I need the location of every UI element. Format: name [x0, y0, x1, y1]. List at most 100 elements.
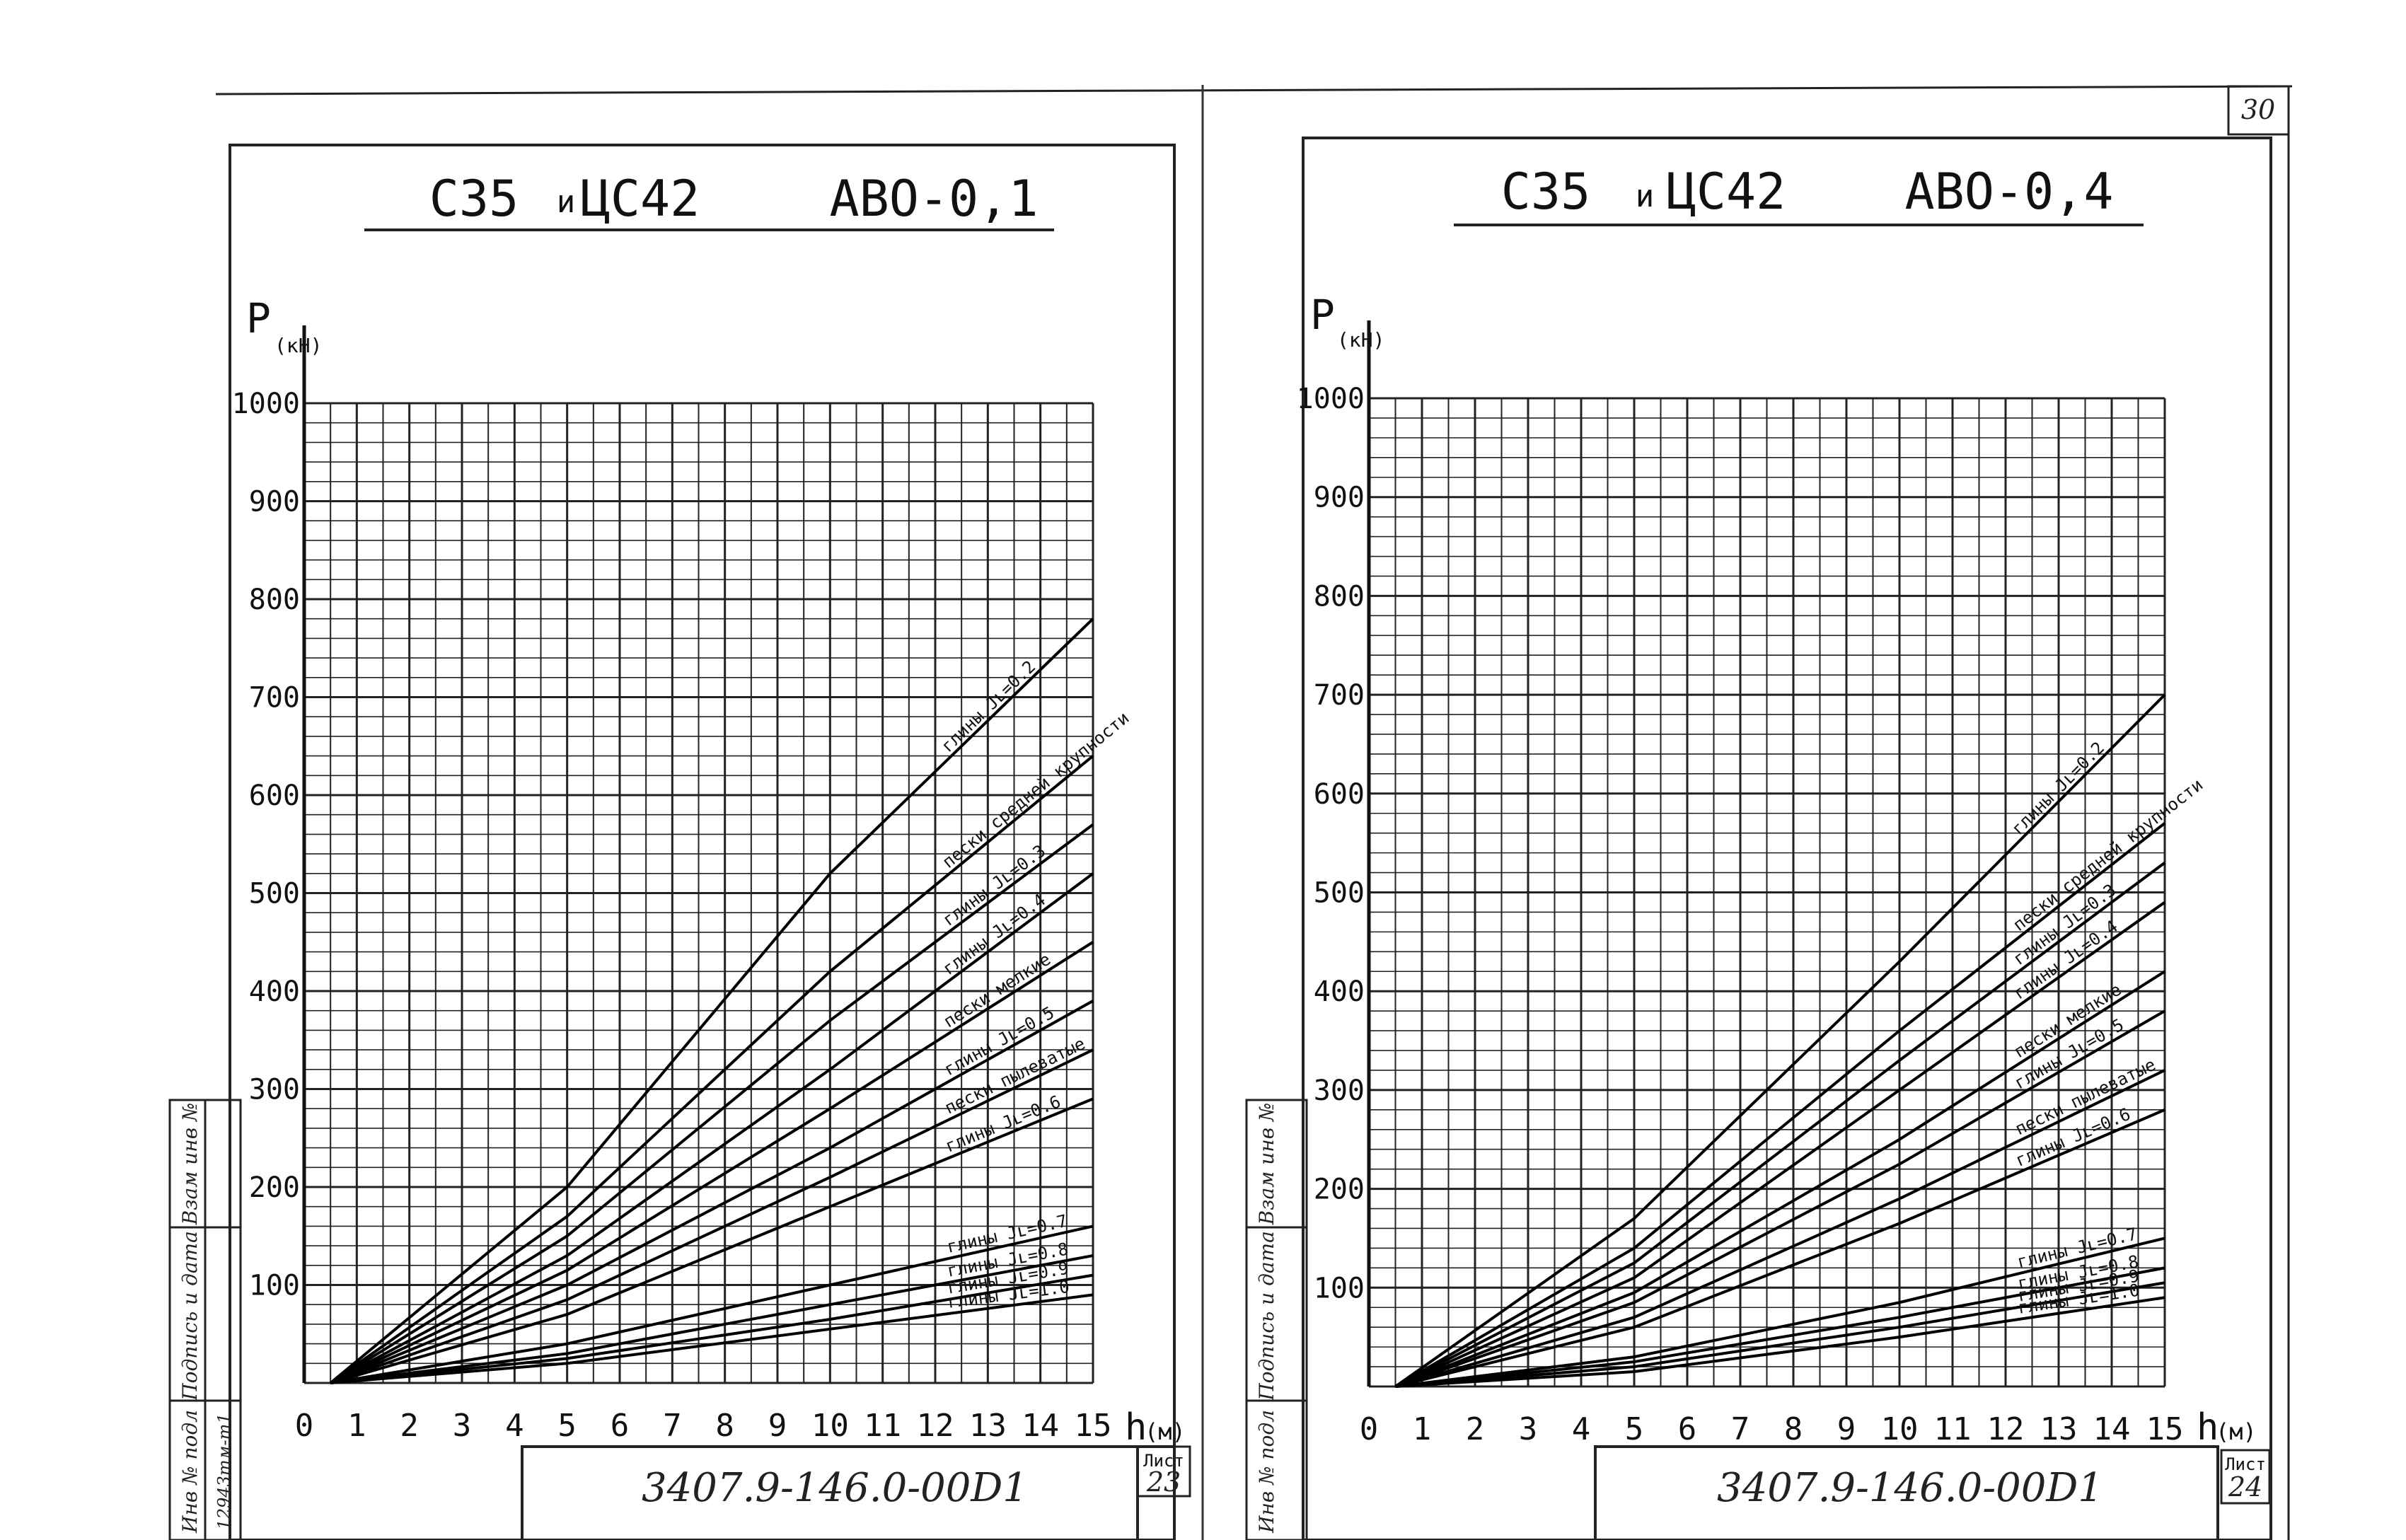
- series-line: [330, 1293, 1094, 1384]
- series-line: [330, 823, 1094, 1384]
- series-line: [330, 1097, 1094, 1384]
- x-tick-label: 14: [2093, 1411, 2131, 1447]
- y-tick-label: 300: [1314, 1075, 1365, 1107]
- left-y-axis-unit: (кН): [274, 334, 322, 357]
- series-line: [1394, 901, 2166, 1388]
- x-tick-label: 11: [864, 1408, 901, 1444]
- series-line: [1394, 1069, 2165, 1388]
- series-line: [330, 1225, 1094, 1384]
- y-tick-label: 600: [249, 780, 300, 812]
- right-stamp: Взам инв № Подпись и дата Инв № подл: [1245, 1099, 1308, 1540]
- left-title-and: и: [557, 184, 576, 220]
- right-sheet-label: Лист: [2225, 1454, 2266, 1474]
- series-line: [1395, 1108, 2165, 1388]
- x-tick-label: 12: [1987, 1411, 2025, 1447]
- series-line: [329, 618, 1094, 1384]
- y-tick-label: 400: [1314, 975, 1365, 1008]
- x-tick-label: 3: [1519, 1411, 1538, 1447]
- x-tick-label: 9: [1837, 1411, 1856, 1447]
- y-tick-label: 600: [1314, 778, 1365, 811]
- right-title-type: АВО-0,4: [1904, 163, 2113, 221]
- x-tick-label: 8: [715, 1408, 734, 1444]
- series-line: [1394, 693, 2166, 1388]
- left-chart: 0 1 2 3 4 5 6 7 8 9 10 11 12 13 14 15100200300400500600…: [232, 325, 1133, 1444]
- y-tick-label: 800: [1314, 580, 1365, 613]
- x-tick-label: 7: [663, 1408, 682, 1444]
- left-x-axis-label: h: [1125, 1406, 1147, 1449]
- y-tick-label: 700: [249, 682, 300, 714]
- right-chart: 0 1 2 3 4 5 6 7 8 9 10 11 12 13 14 15100200300400500600…: [1297, 320, 2207, 1447]
- right-x-axis-unit: (м): [2216, 1418, 2257, 1445]
- x-tick-label: 10: [811, 1408, 849, 1444]
- x-tick-label: 13: [969, 1408, 1007, 1444]
- page-number-box: [2227, 85, 2290, 136]
- x-tick-label: 0: [1360, 1411, 1379, 1447]
- series-line: [1394, 1009, 2166, 1388]
- y-tick-label: 800: [249, 584, 300, 616]
- series-line: [330, 872, 1094, 1384]
- series-line: [1395, 1296, 2165, 1388]
- right-y-axis-unit: (кН): [1337, 328, 1384, 352]
- x-tick-label: 10: [1881, 1411, 1919, 1447]
- x-tick-label: 15: [2146, 1411, 2184, 1447]
- y-tick-label: 400: [249, 975, 300, 1008]
- left-frame: [229, 144, 1176, 1540]
- right-stamp-podpis: Подпись и дата: [1255, 1231, 1278, 1401]
- page-number: 30: [2241, 94, 2275, 125]
- y-tick-label: 200: [249, 1171, 300, 1204]
- series-line: [1394, 861, 2166, 1388]
- left-stamp-inv: Инв № подл: [178, 1410, 202, 1534]
- left-stamp-podpis: Подпись и дата: [178, 1231, 202, 1401]
- right-sheet-label-box: [2220, 1449, 2271, 1505]
- right-title-material: С35: [1501, 163, 1590, 221]
- x-tick-label: 6: [611, 1408, 630, 1444]
- left-stamp-vzam: Взам инв №: [178, 1103, 202, 1226]
- left-sheet-label: Лист: [1143, 1451, 1184, 1471]
- x-tick-label: 4: [1572, 1411, 1591, 1447]
- x-tick-label: 8: [1784, 1411, 1803, 1447]
- series-line: [330, 1048, 1094, 1384]
- left-doc-code: 3407.9-146.0-00D1: [642, 1465, 1028, 1511]
- left-y-axis-label: P: [246, 294, 271, 342]
- right-doc-code: 3407.9-146.0-00D1: [1717, 1465, 2103, 1511]
- series-line: [330, 755, 1094, 1384]
- y-tick-label: 500: [1314, 877, 1365, 910]
- y-tick-label: 500: [249, 878, 300, 910]
- x-tick-label: 0: [295, 1408, 314, 1444]
- right-sheet-number: 24: [2228, 1471, 2262, 1503]
- y-tick-label: 1000: [1297, 383, 1365, 415]
- right-stamp-inv: Инв № подл: [1255, 1410, 1278, 1534]
- y-tick-label: 100: [249, 1270, 300, 1302]
- x-tick-label: 13: [2040, 1411, 2078, 1447]
- x-tick-label: 2: [400, 1408, 419, 1444]
- left-sheet-label-box: [1136, 1445, 1191, 1498]
- x-tick-label: 9: [768, 1408, 787, 1444]
- right-frame: [1302, 137, 2272, 1540]
- left-sheet-number: 23: [1146, 1466, 1181, 1498]
- x-tick-label: 14: [1022, 1408, 1059, 1444]
- left-title-type: АВО-0,1: [829, 170, 1038, 228]
- y-tick-label: 100: [1314, 1272, 1365, 1304]
- x-tick-label: 12: [917, 1408, 954, 1444]
- right-stamp-frame: [1245, 1099, 1308, 1540]
- x-tick-label: 1: [1413, 1411, 1432, 1447]
- y-tick-label: 200: [1314, 1174, 1365, 1206]
- x-tick-label: 2: [1466, 1411, 1485, 1447]
- series-line: [1394, 822, 2166, 1388]
- series-line: [1395, 1237, 2165, 1388]
- y-tick-label: 900: [1314, 482, 1365, 514]
- right-title-block: [1594, 1445, 2219, 1540]
- x-tick-label: 1: [347, 1408, 366, 1444]
- right-title-material2: ЦС42: [1667, 163, 1786, 221]
- y-tick-label: 300: [249, 1074, 300, 1106]
- series-line: [330, 1254, 1094, 1384]
- series-line: [330, 941, 1094, 1384]
- x-tick-label: 5: [557, 1408, 577, 1444]
- left-stamp: Взам инв № Подпись и дата Инв № подл 129…: [168, 1099, 242, 1540]
- y-tick-label: 1000: [232, 388, 300, 420]
- right-x-axis-label: h: [2197, 1406, 2219, 1449]
- left-x-axis-unit: (м): [1145, 1418, 1186, 1445]
- series-line: [1395, 1266, 2165, 1388]
